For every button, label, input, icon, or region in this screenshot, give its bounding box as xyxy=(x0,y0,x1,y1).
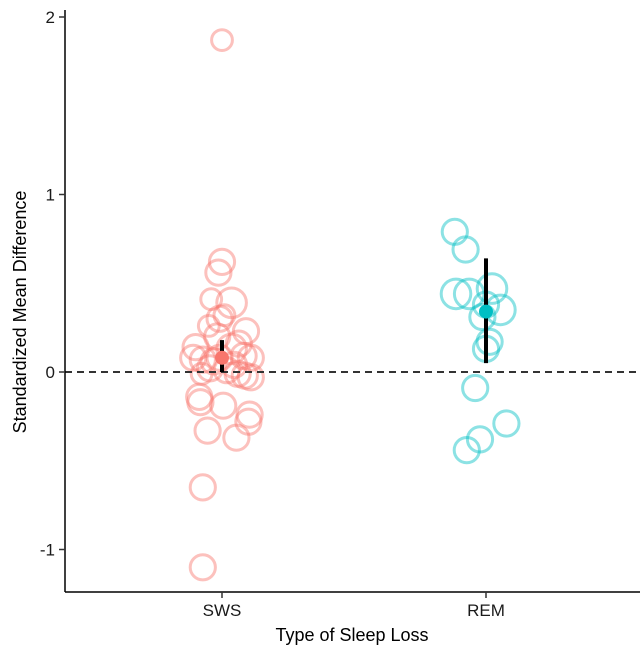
data-point-sws xyxy=(185,382,214,411)
data-point-rem xyxy=(492,409,521,438)
data-point-sws xyxy=(235,400,264,429)
data-point-sws xyxy=(188,553,217,582)
data-point-sws xyxy=(236,343,265,372)
x-tick-label: REM xyxy=(467,601,505,620)
mean-point-sws xyxy=(215,350,229,365)
data-point-sws xyxy=(229,341,258,371)
data-point-rem xyxy=(440,217,469,246)
y-tick-label: -1 xyxy=(40,541,55,560)
data-point-sws xyxy=(212,303,237,328)
data-point-sws xyxy=(222,423,251,452)
data-point-rem xyxy=(475,272,509,305)
data-point-rem xyxy=(468,302,497,332)
data-point-rem xyxy=(452,436,481,465)
data-point-sws xyxy=(189,361,214,386)
data-point-rem xyxy=(465,425,495,454)
data-point-sws xyxy=(186,388,215,417)
data-point-sws xyxy=(193,416,222,445)
mean-point-rem xyxy=(479,304,493,319)
axes: -1 0 1 2 SWS REM xyxy=(40,8,640,620)
summary-markers xyxy=(215,258,493,372)
y-tick-label: 0 xyxy=(46,363,55,382)
data-point-sws xyxy=(204,258,233,287)
data-points xyxy=(179,28,521,582)
data-point-sws xyxy=(223,359,252,388)
data-point-sws xyxy=(205,343,234,372)
data-point-sws xyxy=(224,329,253,358)
data-point-sws xyxy=(236,363,265,392)
y-tick-label: 2 xyxy=(46,8,55,27)
data-point-sws xyxy=(203,322,232,351)
data-point-rem xyxy=(475,327,504,356)
data-point-rem xyxy=(439,277,473,311)
data-point-sws xyxy=(205,304,234,333)
data-point-sws xyxy=(215,286,248,320)
data-point-sws xyxy=(209,391,238,420)
x-axis-title: Type of Sleep Loss xyxy=(275,625,428,645)
data-point-sws xyxy=(215,332,248,366)
data-point-sws xyxy=(181,333,210,362)
data-point-sws xyxy=(231,317,261,346)
data-point-sws xyxy=(196,314,221,338)
data-point-sws xyxy=(207,247,237,276)
data-point-rem xyxy=(461,373,490,403)
data-point-sws xyxy=(234,407,263,436)
x-tick-label: SWS xyxy=(203,601,242,620)
data-point-rem xyxy=(451,235,480,264)
data-point-sws xyxy=(188,473,217,502)
data-point-sws xyxy=(199,287,224,312)
y-tick-label: 1 xyxy=(46,186,55,205)
data-point-sws xyxy=(210,28,234,52)
y-axis-title: Standardized Mean Difference xyxy=(10,191,30,434)
data-point-sws xyxy=(230,361,259,390)
data-point-sws xyxy=(179,343,208,372)
